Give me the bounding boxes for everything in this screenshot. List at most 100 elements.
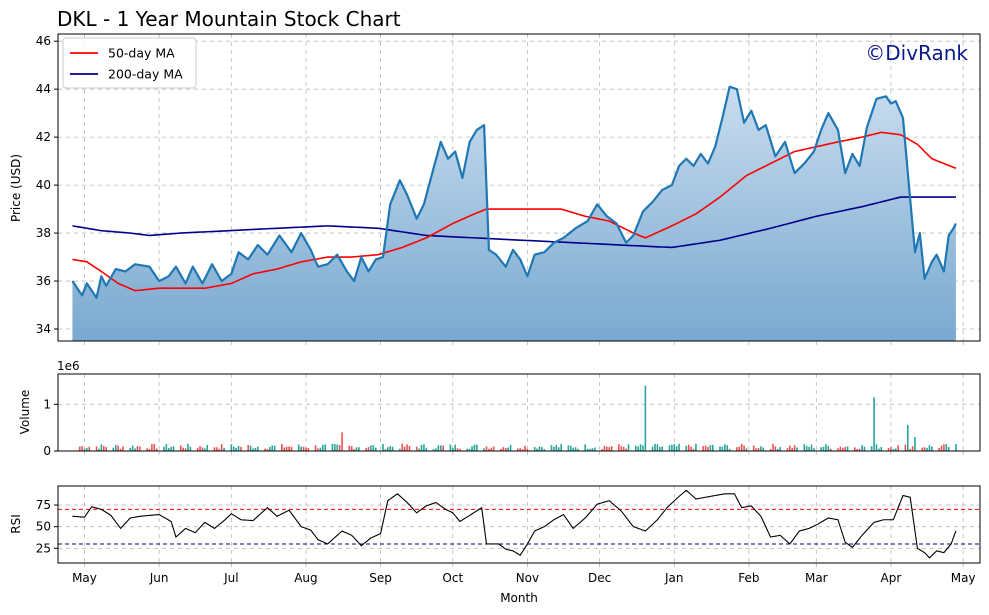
volume-bar — [926, 447, 928, 451]
volume-bar — [283, 447, 286, 451]
volume-bar — [148, 448, 151, 451]
legend-label-ma50: 50-day MA — [108, 46, 175, 61]
volume-bar — [659, 446, 661, 451]
volume-bar — [591, 448, 594, 451]
volume-bar — [290, 446, 293, 451]
volume-bar — [678, 443, 680, 451]
volume-bars — [78, 385, 957, 451]
volume-bar — [642, 445, 644, 451]
volume-bar — [389, 445, 392, 451]
volume-bar — [240, 446, 242, 451]
volume-bar — [408, 445, 411, 451]
volume-bar — [707, 447, 709, 451]
ma50-line — [72, 131, 957, 292]
volume-bar — [557, 447, 560, 451]
volume-bar — [911, 446, 914, 451]
volume-bar — [627, 444, 630, 451]
volume-bar — [476, 444, 478, 451]
volume-bar — [500, 448, 502, 451]
volume-bar — [216, 447, 218, 451]
rsi-panel: 25 50 75 May Jun Jul Aug Sep Oct Nov Dec Jan Feb Mar… — [9, 485, 981, 605]
y-tick-label: 46 — [36, 34, 51, 48]
volume-bar — [786, 448, 789, 451]
volume-bar — [341, 432, 343, 451]
volume-bar — [854, 447, 856, 451]
volume-bar — [752, 445, 755, 451]
volume-bar — [858, 448, 861, 451]
volume-bar — [297, 444, 300, 451]
volume-bar — [254, 447, 257, 451]
volume-bar — [634, 445, 637, 451]
volume-bar — [776, 448, 779, 451]
volume-bar — [507, 447, 509, 451]
volume-bar — [129, 447, 132, 451]
volume-multiplier-label: 1e6 — [57, 359, 80, 373]
volume-bar — [711, 444, 714, 451]
y-tick-label: 25 — [36, 541, 51, 555]
volume-bar — [637, 446, 639, 451]
volume-bar — [136, 446, 139, 451]
x-tick-label: Apr — [881, 571, 902, 585]
volume-bar — [324, 444, 327, 451]
volume-bar — [252, 448, 254, 451]
volume-bar — [350, 446, 353, 451]
y-tick-label: 42 — [36, 130, 51, 144]
volume-bar — [887, 447, 890, 451]
volume-bar — [201, 447, 204, 451]
volume-bar — [365, 448, 367, 451]
price-panel-frame — [57, 33, 981, 342]
volume-bar — [671, 444, 673, 451]
volume-bar — [805, 445, 808, 451]
legend-box — [62, 37, 197, 89]
volume-bar — [586, 448, 589, 451]
volume-bar — [878, 448, 880, 451]
volume-bar — [452, 447, 454, 451]
volume-bar — [538, 446, 541, 451]
volume-bar — [184, 448, 187, 451]
volume-bar — [841, 447, 844, 451]
ma200-line — [72, 196, 956, 249]
volume-bar — [100, 444, 103, 451]
volume-bar — [391, 446, 394, 451]
volume-bar — [439, 445, 442, 451]
volume-bar — [269, 446, 271, 451]
volume-bar — [247, 445, 249, 451]
volume-bar — [206, 444, 209, 451]
volume-bar — [803, 444, 806, 451]
volume-bar — [437, 445, 440, 451]
volume-bar — [923, 447, 926, 451]
volume-bar — [690, 446, 692, 451]
volume-bar — [945, 444, 948, 451]
volume-bar — [675, 446, 678, 451]
volume-bar — [606, 446, 608, 451]
volume-bar — [940, 445, 943, 451]
volume-bar — [685, 445, 688, 451]
rsi-panel-frame — [57, 485, 981, 564]
watermark: ©DivRank — [865, 41, 968, 65]
volume-bar — [257, 446, 259, 451]
volume-bar — [521, 449, 524, 451]
volume-bar — [151, 444, 153, 451]
rsi-y-ticks: 25 50 75 — [36, 498, 58, 555]
legend-label-ma200: 200-day MA — [108, 67, 183, 82]
x-tick-label: Aug — [294, 571, 317, 585]
volume-bar — [931, 446, 933, 451]
volume-bar — [543, 449, 546, 451]
volume-bar — [738, 446, 741, 451]
volume-bar — [825, 444, 827, 451]
volume-bar — [492, 446, 495, 451]
volume-bar — [622, 446, 625, 451]
volume-bar — [317, 448, 319, 451]
volume-bar — [839, 446, 842, 451]
volume-bar — [273, 445, 276, 451]
volume-bar — [271, 445, 274, 451]
volume-bar — [873, 397, 875, 451]
volume-bar — [651, 446, 654, 451]
volume-bar — [724, 444, 726, 451]
volume-bar — [78, 446, 81, 451]
volume-bar — [466, 448, 469, 451]
volume-bar — [760, 446, 762, 451]
volume-bar — [584, 444, 586, 451]
x-tick-label: Sep — [369, 571, 392, 585]
